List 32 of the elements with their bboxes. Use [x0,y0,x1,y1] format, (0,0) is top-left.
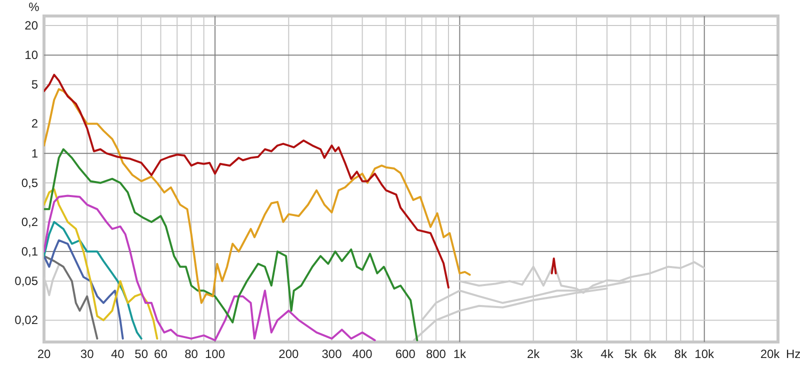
y-axis-title: % [28,0,40,14]
x-tick-label: 60 [154,347,168,361]
x-tick-label: 1k [453,347,468,361]
y-tick-label: 0,2 [21,214,38,229]
x-tick-label: 100 [205,347,226,361]
x-tick-label: 40 [110,347,125,361]
x-axis-title: Hz [786,347,800,361]
x-tick-label: 5k [624,347,638,361]
x-tick-label: 20k [760,347,781,361]
y-tick-label: 20 [24,18,38,33]
x-tick-label: 10k [694,347,716,361]
x-tick-label: 50 [134,347,148,361]
x-tick-label: 8k [674,347,688,361]
x-tick-label: 600 [395,347,416,361]
y-tick-label: 5 [31,78,38,92]
x-tick-label: 300 [322,347,342,361]
y-tick-label: 1 [31,146,38,160]
y-tick-label: 0,1 [21,244,38,259]
x-tick-label: 400 [352,347,373,361]
y-tick-label: 10 [24,48,38,62]
x-tick-label: 30 [80,347,94,361]
x-tick-label: 800 [426,347,446,361]
x-tick-label: 4k [600,347,614,361]
y-tick-label: 0,5 [21,176,38,190]
x-tick-label: 3k [570,347,584,361]
x-tick-label: 2k [526,347,541,361]
x-tick-label: 200 [278,347,299,361]
x-tick-label: 80 [184,347,198,361]
y-tick-label: 0,05 [14,274,38,288]
y-tick-label: 0,02 [14,313,38,328]
y-tick-label: 2 [31,116,38,131]
x-tick-label: 6k [644,347,658,361]
